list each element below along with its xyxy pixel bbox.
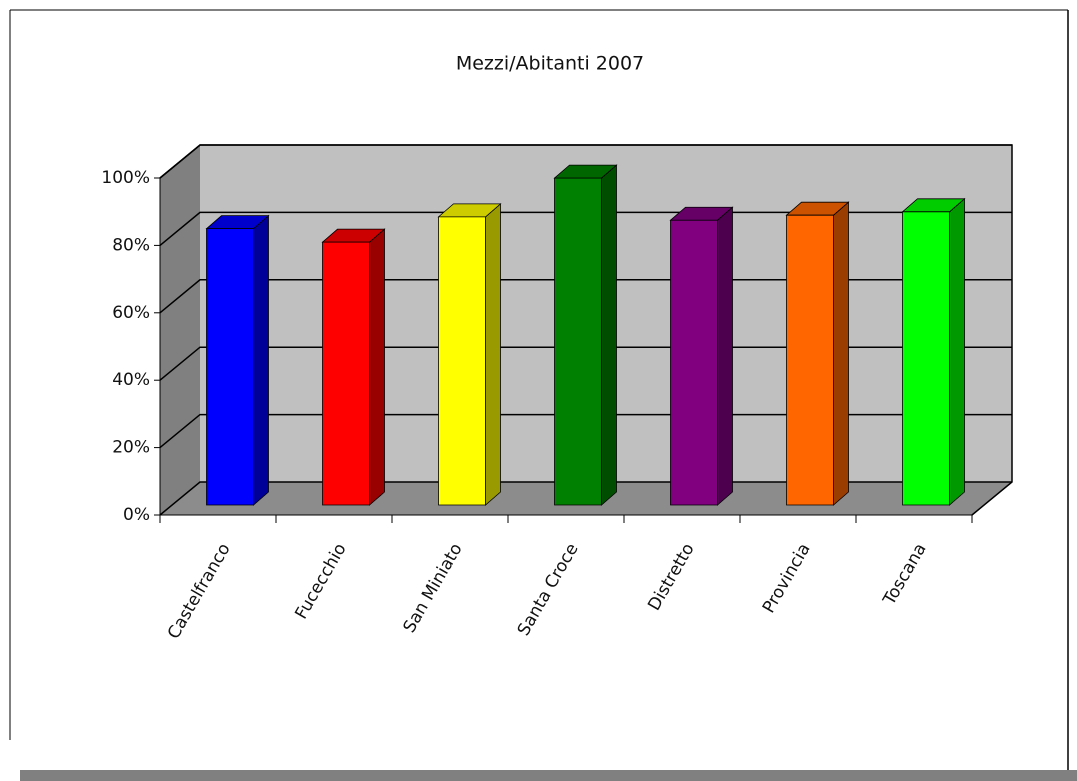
y-tick-label: 80% (112, 235, 150, 255)
x-tick-label: Fucecchio (291, 540, 350, 623)
x-tick-label: San Miniato (399, 540, 466, 636)
bar (321, 228, 386, 506)
bar-side (717, 206, 733, 506)
bar-side (833, 201, 849, 506)
bar-front (554, 177, 602, 506)
grid-line (159, 279, 1012, 314)
x-tick-label: Toscana (879, 540, 931, 610)
x-tick-label: Provincia (759, 540, 815, 617)
x-tick-label: Castelfranco (164, 540, 235, 643)
grid-line (159, 346, 1012, 381)
grid-line (159, 211, 1012, 246)
bar-front (322, 241, 370, 506)
bar (669, 206, 734, 506)
grid-line (159, 481, 1012, 516)
bar-side (369, 228, 385, 506)
bar-side (949, 197, 965, 506)
bar-side (485, 202, 501, 506)
bar (553, 164, 618, 506)
bar-front (670, 219, 718, 506)
bar-side (253, 214, 269, 506)
y-tick-label: 60% (112, 303, 150, 323)
side-wall (160, 145, 200, 515)
x-tick-label: Santa Croce (514, 540, 583, 639)
bar (437, 202, 502, 506)
grid-line (159, 413, 1012, 449)
bar-front (438, 216, 486, 506)
bar-front (902, 211, 950, 506)
y-tick-label: 40% (112, 370, 150, 390)
x-tick-label: Distretto (644, 540, 698, 614)
bar (205, 214, 270, 506)
bar (901, 197, 966, 506)
grid-line (159, 144, 1012, 179)
y-tick-label: 100% (101, 168, 150, 188)
frame-bottom (20, 770, 1077, 781)
bar-front (206, 228, 254, 506)
chart-title: Mezzi/Abitanti 2007 (456, 53, 644, 75)
bar-front (786, 214, 834, 506)
bar-side (601, 164, 617, 506)
bar (785, 201, 850, 506)
y-tick-label: 20% (112, 438, 150, 458)
y-tick-label: 0% (123, 505, 150, 525)
